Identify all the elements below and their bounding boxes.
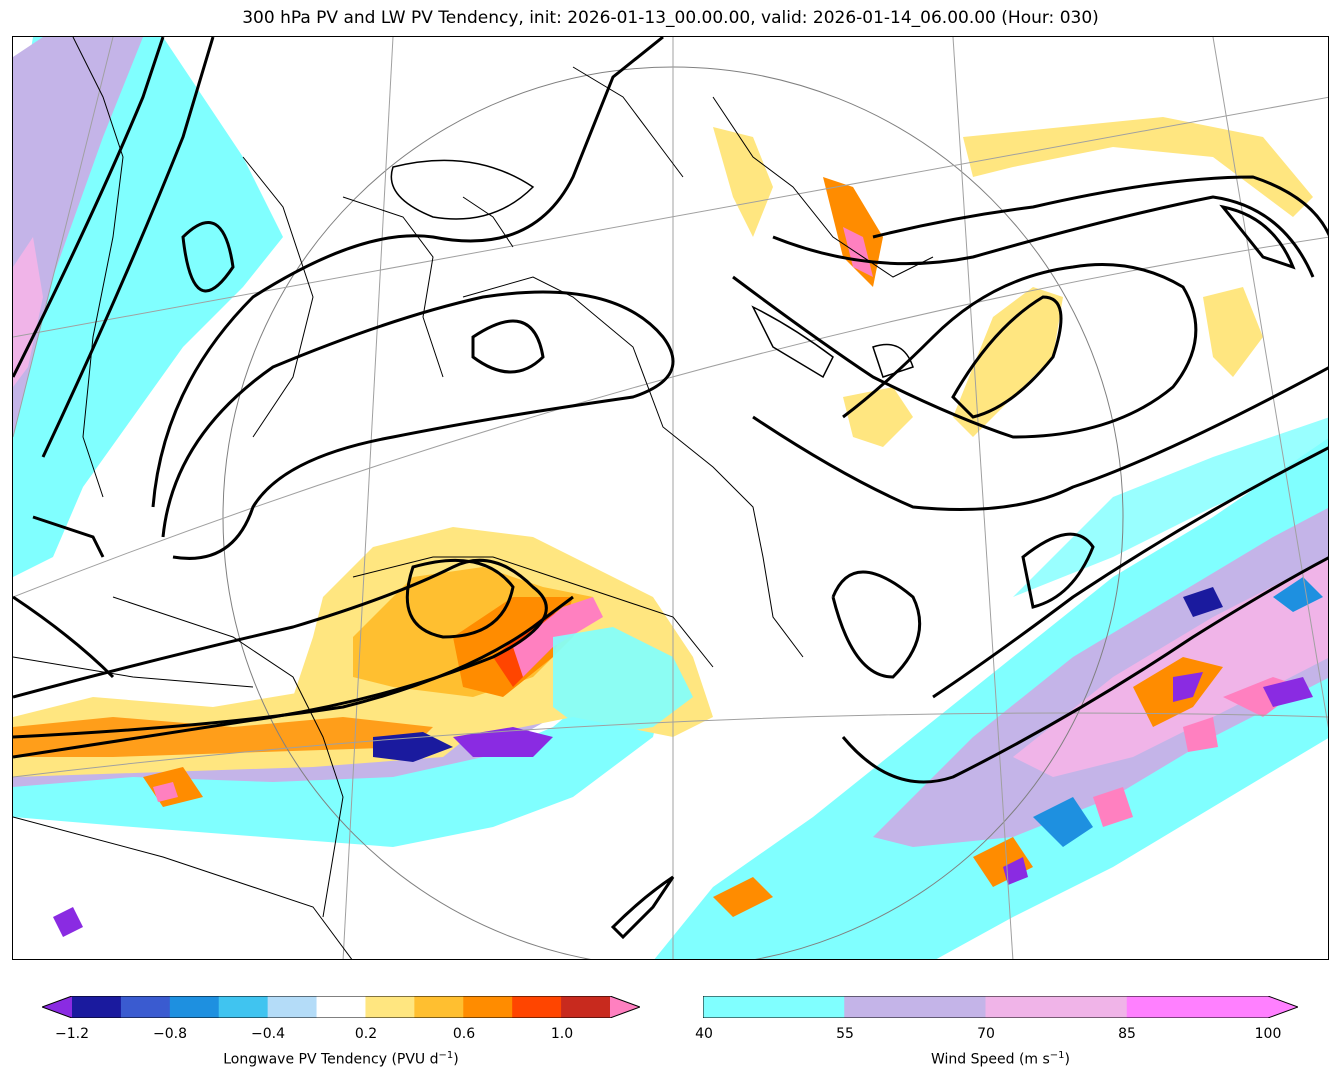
- pv-colorbar-segment: [365, 996, 415, 1018]
- pv-colorbar-segment: [316, 996, 366, 1018]
- ws-tick-0: 40: [695, 1026, 713, 1042]
- map-canvas: [13, 37, 1328, 959]
- pv-contours: [13, 37, 1328, 940]
- pv-se-cells: [53, 577, 1323, 937]
- pv-tick-3: 0.2: [354, 1026, 378, 1042]
- pv-colorbar-segment: [72, 996, 122, 1018]
- map-panel[interactable]: [12, 36, 1329, 960]
- ws-colorbar-outline: [702, 995, 1300, 1019]
- pv-neg-1-central: [553, 627, 693, 737]
- pv-pos-1-loop: [953, 287, 1063, 437]
- pv-over-triangle: [610, 996, 640, 1018]
- ws-colorbar-segment: [844, 996, 986, 1018]
- lat-lon-grid: [13, 37, 1328, 959]
- ws-tick-3: 85: [1118, 1026, 1136, 1042]
- coastlines: [13, 37, 934, 959]
- pv-colorbar-segment: [414, 996, 464, 1018]
- ws-tick-1: 55: [836, 1026, 854, 1042]
- wind-speed-shading: [13, 37, 1328, 959]
- pv-under-triangle: [42, 996, 72, 1018]
- pv-tick-0: −1.2: [55, 1026, 89, 1042]
- pv-under-south: [453, 727, 553, 757]
- pv-tick-5: 1.0: [550, 1026, 574, 1042]
- ws-colorbar-label: Wind Speed (m s−1): [930, 1050, 1071, 1068]
- jet-nw-70: [13, 237, 43, 387]
- pv-pos-1-greenland: [713, 127, 773, 237]
- pv-tick-1: −0.8: [153, 1026, 187, 1042]
- pv-tick-2: −0.4: [251, 1026, 285, 1042]
- pv-colorbar-segment: [267, 996, 318, 1018]
- pv-colorbar-svg: [40, 995, 642, 1019]
- thin-contours: [390, 159, 914, 379]
- pv-colorbar-label: Longwave PV Tendency (PVU d−1): [223, 1050, 459, 1068]
- ws-colorbar-segment: [703, 996, 845, 1018]
- pv-colorbar-segment: [512, 996, 562, 1018]
- pv-tendency-shading: [13, 117, 1323, 937]
- pv-colorbar-segment: [218, 996, 269, 1018]
- ws-colorbar: [702, 995, 1300, 1019]
- pv-colorbar: [40, 995, 642, 1019]
- ws-tick-4: 100: [1254, 1026, 1282, 1042]
- ws-colorbar-segment: [985, 996, 1128, 1018]
- pv-over-greenland: [843, 227, 873, 277]
- ws-colorbar-svg: [702, 995, 1300, 1019]
- jet-se-40: [654, 438, 1328, 959]
- ws-colorbar-segment: [1126, 996, 1269, 1018]
- pv-pos-1-mid: [843, 387, 913, 447]
- pv-pos-1-right: [1203, 287, 1263, 377]
- pv-pos-2-south: [13, 717, 433, 757]
- pv-pos-1-ne: [963, 117, 1313, 217]
- pv-colorbar-segment: [120, 996, 171, 1018]
- jet-nw-55: [13, 37, 143, 437]
- pv-colorbar-segment: [169, 996, 220, 1018]
- ws-over-triangle: [1268, 996, 1298, 1018]
- ws-tick-2: 70: [977, 1026, 995, 1042]
- page-title: 300 hPa PV and LW PV Tendency, init: 202…: [242, 8, 1099, 28]
- pv-colorbar-segment: [463, 996, 513, 1018]
- pv-colorbar-segment: [561, 996, 611, 1018]
- pv-tick-4: 0.6: [452, 1026, 476, 1042]
